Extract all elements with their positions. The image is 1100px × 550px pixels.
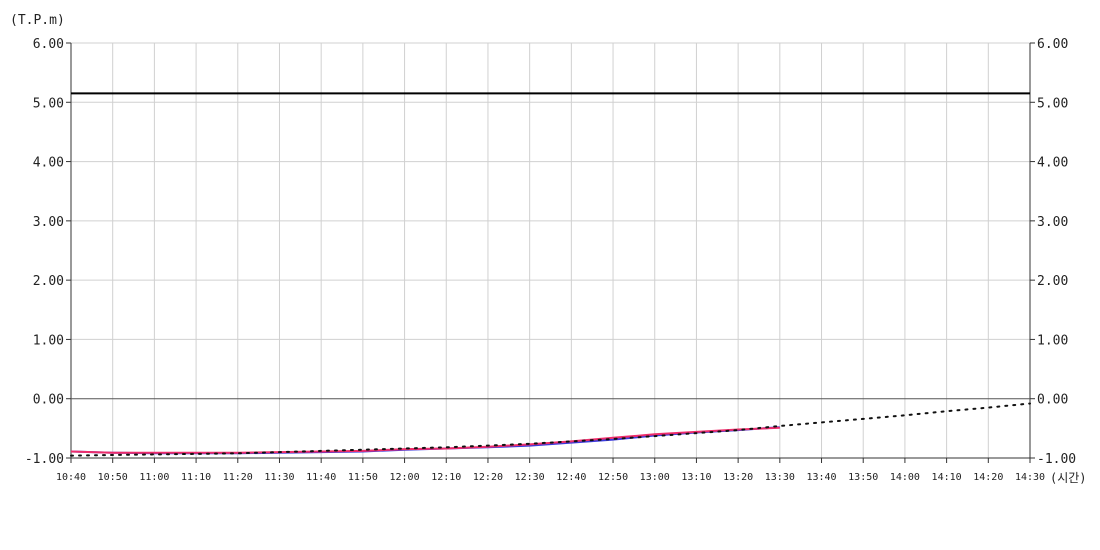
x-tick-label: 14:10 [932, 472, 962, 483]
x-tick-label: 14:20 [973, 472, 1003, 483]
right-y-tick-label: -1.00 [1037, 452, 1076, 467]
x-tick-label: 13:00 [640, 472, 670, 483]
x-tick-label: 12:30 [515, 472, 545, 483]
x-tick-label: 12:00 [390, 472, 420, 483]
right-y-tick-label: 1.00 [1037, 333, 1068, 348]
x-tick-label: 10:40 [56, 472, 86, 483]
axes [70, 43, 1031, 459]
x-unit-label: (시간) [1050, 471, 1087, 485]
series-line-2 [70, 426, 780, 454]
x-tick-label: 12:50 [598, 472, 628, 483]
left-y-tick-label: 4.00 [33, 156, 64, 171]
series [70, 402, 1031, 457]
x-tick-label: 12:10 [431, 472, 461, 483]
x-tick-label: 12:40 [556, 472, 586, 483]
right-y-tick-label: 3.00 [1037, 215, 1068, 230]
tick-labels: 10:40 10:50 11:00 11:10 11:20 11:30 11:40 11:50… [25, 37, 1076, 483]
x-tick-label: 11:40 [306, 472, 336, 483]
left-y-tick-label: -1.00 [25, 452, 64, 467]
left-y-tick-label: 1.00 [33, 333, 64, 348]
x-tick-label: 11:00 [139, 472, 169, 483]
left-y-tick-label: 0.00 [33, 393, 64, 408]
x-tick-label: 13:50 [848, 472, 878, 483]
left-y-tick-label: 3.00 [33, 215, 64, 230]
right-y-tick-label: 5.00 [1037, 96, 1068, 111]
x-tick-label: 13:10 [681, 472, 711, 483]
x-tick-label: 14:00 [890, 472, 920, 483]
x-tick-label: 13:20 [723, 472, 753, 483]
right-y-tick-label: 4.00 [1037, 156, 1068, 171]
x-tick-label: 13:40 [806, 472, 836, 483]
x-tick-label: 11:10 [181, 472, 211, 483]
y-unit-label: (T.P.m) [10, 13, 65, 28]
grid [66, 42, 1035, 463]
x-tick-label: 10:50 [98, 472, 128, 483]
left-y-tick-label: 6.00 [33, 37, 64, 52]
right-y-tick-label: 6.00 [1037, 37, 1068, 52]
left-y-tick-label: 2.00 [33, 274, 64, 289]
right-y-tick-label: 0.00 [1037, 393, 1068, 408]
x-tick-label: 12:20 [473, 472, 503, 483]
x-tick-label: 11:50 [348, 472, 378, 483]
series-line-3 [70, 402, 1031, 457]
x-tick-label: 14:30 [1015, 472, 1045, 483]
x-tick-label: 11:20 [223, 472, 253, 483]
right-y-tick-label: 2.00 [1037, 274, 1068, 289]
x-tick-label: 13:30 [765, 472, 795, 483]
left-y-tick-label: 5.00 [33, 96, 64, 111]
x-tick-label: 11:30 [264, 472, 294, 483]
reference-lines [71, 92, 1030, 400]
